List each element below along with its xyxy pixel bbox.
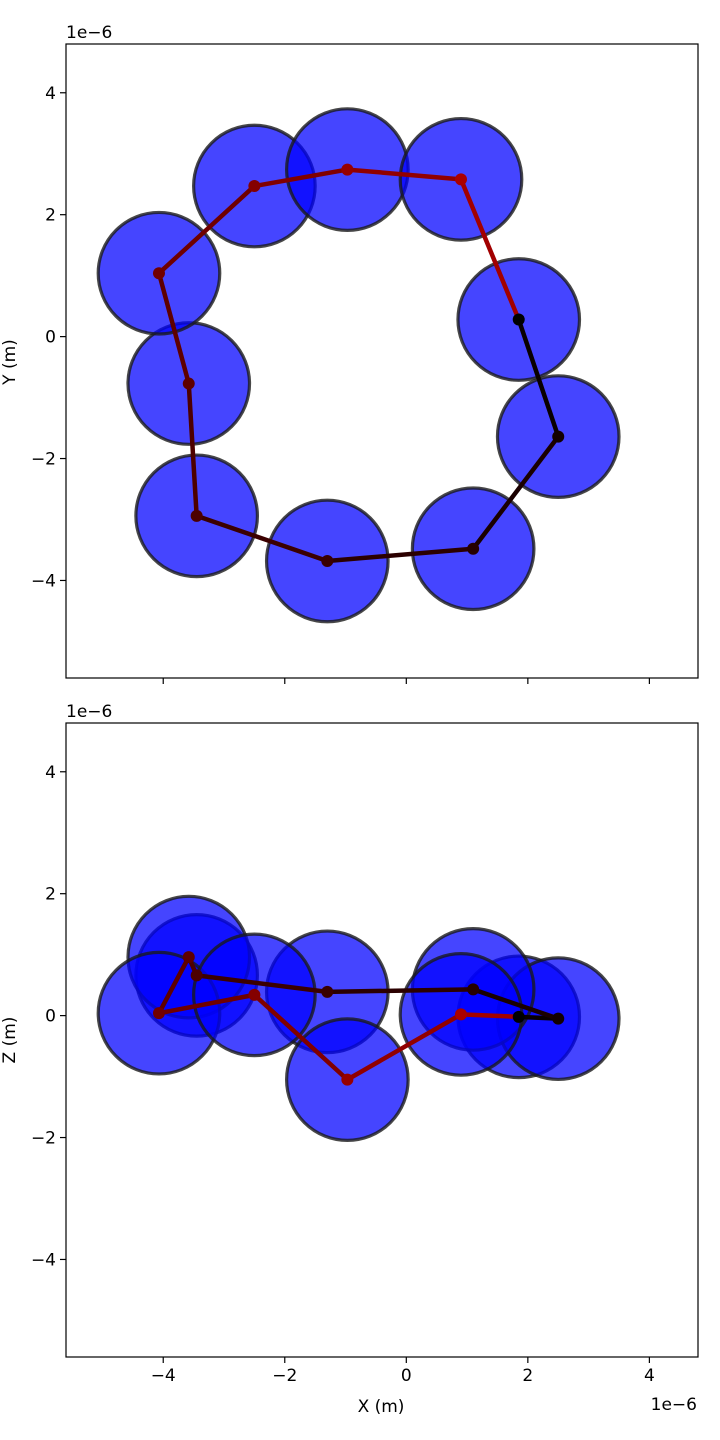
x-axis-label: X (m) [358,1397,405,1417]
path-point [467,542,480,555]
z-axis-label: Z (m) [0,1017,20,1064]
path-point [182,377,195,390]
path-point [248,180,261,193]
path-segment [156,954,192,1016]
path-point [152,1007,165,1020]
path-segment [252,992,350,1082]
path-segment [516,317,561,439]
y-axis-label: Y (m) [0,339,20,386]
path-segment [156,992,257,1016]
y-tick-label: −4 [31,571,56,591]
y-tick-label: −4 [31,1250,56,1270]
path-segment [470,987,561,1021]
path-segment [325,546,476,564]
path-point [341,1073,354,1086]
y-tick-label: 0 [45,1007,56,1027]
path-point [341,163,354,176]
path-segment [186,381,199,519]
xz-panel: 1e−6 Z (m) X (m) 1e−6 −4 −2 0 2 4 −4 −2 0 2 4 [0,702,699,1417]
path-segment [345,1012,464,1082]
x-tick-label: −4 [151,1366,176,1386]
y-tick-label: 2 [45,206,56,226]
y-tick-label: −2 [31,450,56,470]
path-segment [458,177,521,322]
path-segment [252,167,350,189]
path-point [152,267,165,280]
path-layer [152,163,565,567]
sphere-layer [96,107,621,624]
path-segment [345,167,464,182]
path-point [467,983,480,996]
path-segment [458,1012,521,1020]
path-point [552,1012,565,1025]
path-point [190,509,203,522]
y-scale-label: 1e−6 [66,23,112,43]
x-tick-label: 2 [522,1366,533,1386]
path-point [512,313,525,326]
path-point [455,173,467,186]
y-tick-label: 0 [45,328,56,348]
x-tick-label: −2 [272,1366,297,1386]
plot-frame [65,43,699,679]
path-point [182,951,195,964]
path-segment [194,973,330,995]
plot-frame [65,722,699,1358]
tick-layer: −4 −2 0 2 4 −4 −2 0 2 4 [31,763,655,1386]
path-point [552,430,565,443]
path-segment [470,434,561,552]
path-point [512,1010,525,1023]
y-tick-label: 4 [45,84,56,104]
z-scale-label: 1e−6 [66,702,112,722]
path-layer [152,951,565,1086]
x-tick-label: 4 [644,1366,655,1386]
path-point [455,1008,467,1021]
x-scale-label: 1e−6 [651,1395,697,1415]
y-tick-label: 4 [45,763,56,783]
path-point [321,985,334,998]
xy-panel: 1e−6 Y (m) −4 −2 0 2 4 [0,23,699,684]
y-tick-label: 2 [45,885,56,905]
y-tick-label: −2 [31,1129,56,1149]
path-segment [325,987,476,995]
x-tick-label: 0 [401,1366,412,1386]
tick-layer: −4 −2 0 2 4 [31,84,650,684]
path-segment [156,183,257,276]
path-segment [194,513,330,564]
path-point [248,988,261,1001]
path-point [321,554,334,567]
path-segment [156,270,192,386]
path-point [190,969,203,982]
